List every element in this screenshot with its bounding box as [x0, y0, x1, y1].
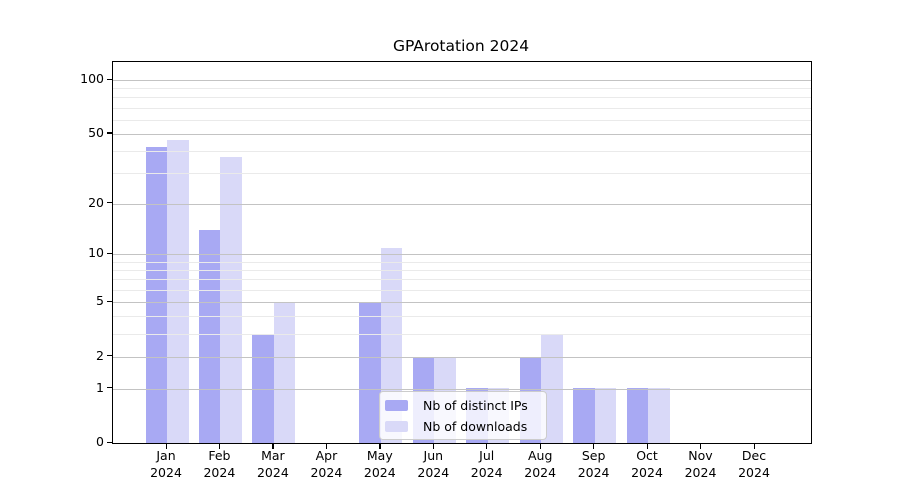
x-tick-label-sep: Sep 2024 — [577, 448, 610, 480]
x-tick-mark — [646, 443, 648, 449]
legend-item-downloads: Nb of downloads — [385, 417, 538, 435]
y-tick-mark — [107, 252, 112, 255]
bar-distinct-ips-feb — [198, 230, 221, 443]
x-tick-label-nov: Nov 2024 — [684, 448, 717, 480]
bar-distinct-ips-may — [359, 302, 381, 443]
gridline-minor — [113, 150, 811, 152]
x-tick-mark — [593, 443, 595, 449]
y-tick-mark — [107, 387, 112, 389]
gridline-minor — [113, 334, 811, 335]
y-tick-mark — [107, 132, 112, 134]
bar-distinct-ips-mar — [252, 333, 274, 443]
y-tick-label: 50 — [88, 124, 104, 140]
gridline-minor — [113, 316, 811, 318]
gridline-minor — [113, 97, 811, 99]
plot-area — [112, 61, 812, 444]
x-tick-label-jul: Jul 2024 — [470, 448, 503, 480]
gridline-minor — [113, 270, 811, 272]
y-tick-label: 10 — [88, 245, 104, 261]
legend: Nb of distinct IPs Nb of downloads — [379, 391, 547, 440]
bar-distinct-ips-jan — [145, 147, 167, 443]
bar-downloads-feb — [220, 156, 242, 443]
gridline-major — [113, 203, 811, 205]
x-tick-label-jun: Jun 2024 — [417, 448, 450, 480]
gridline-minor — [113, 107, 811, 109]
x-tick-label-feb: Feb 2024 — [203, 448, 236, 480]
gridline-major — [113, 356, 811, 358]
x-tick-label-dec: Dec 2024 — [738, 448, 770, 480]
x-tick-mark — [753, 443, 755, 449]
gridline-major — [113, 80, 811, 81]
gridline-minor — [113, 88, 811, 90]
gridline-major — [113, 254, 811, 256]
x-tick-mark — [432, 443, 435, 449]
y-tick-mark — [107, 300, 112, 302]
x-tick-mark — [165, 443, 167, 449]
bar-downloads-sep — [594, 388, 617, 443]
legend-label-downloads: Nb of downloads — [423, 418, 528, 434]
y-tick-label: 5 — [96, 293, 104, 309]
y-tick-label: 0 — [96, 434, 104, 449]
x-tick-label-oct: Oct 2024 — [631, 448, 663, 480]
bar-downloads-oct — [648, 388, 670, 443]
legend-swatch-distinct-ips — [385, 399, 408, 411]
x-tick-label-may: May 2024 — [363, 448, 396, 480]
gridline-minor — [113, 290, 811, 291]
legend-swatch-downloads — [385, 420, 408, 432]
legend-label-distinct-ips: Nb of distinct IPs — [423, 397, 528, 413]
x-tick-label-mar: Mar 2024 — [256, 448, 289, 480]
x-tick-mark — [539, 443, 541, 449]
y-tick-label: 100 — [80, 71, 104, 86]
gridline-minor — [113, 279, 811, 281]
gridline-minor — [113, 261, 811, 263]
x-tick-mark — [272, 443, 274, 449]
bar-downloads-mar — [273, 302, 296, 443]
x-tick-label-apr: Apr 2024 — [310, 448, 343, 480]
x-tick-label-jan: Jan 2024 — [150, 448, 182, 480]
gridline-minor — [113, 172, 811, 174]
y-tick-mark — [107, 78, 112, 80]
bar-distinct-ips-oct — [626, 388, 649, 443]
x-tick-mark — [218, 443, 221, 449]
y-tick-mark — [107, 355, 112, 357]
bar-distinct-ips-sep — [573, 388, 595, 443]
y-tick-label: 2 — [96, 347, 104, 363]
gridline-major — [113, 302, 811, 304]
x-tick-mark — [379, 443, 381, 449]
y-tick-mark — [107, 202, 112, 204]
gridline-major — [113, 133, 811, 135]
chart-title: GPArotation 2024 — [392, 37, 530, 55]
x-tick-mark — [486, 443, 488, 449]
y-tick-label: 1 — [96, 379, 104, 395]
bar-downloads-jan — [167, 140, 189, 443]
legend-item-distinct-ips: Nb of distinct IPs — [385, 396, 538, 414]
y-tick-mark — [107, 441, 112, 443]
gridline-major — [113, 388, 811, 390]
x-tick-mark — [325, 443, 328, 449]
gridline-minor — [113, 119, 811, 121]
x-tick-label-aug: Aug 2024 — [524, 448, 557, 480]
x-tick-mark — [700, 443, 702, 449]
y-tick-label: 20 — [88, 194, 104, 210]
